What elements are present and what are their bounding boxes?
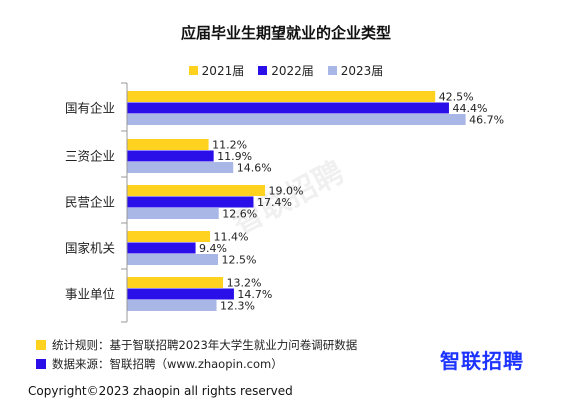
data-label: 14.6%: [237, 162, 272, 175]
data-label: 12.3%: [220, 300, 255, 313]
category-label: 三资企业: [65, 148, 115, 163]
footer-source-note: 数据来源：智联招聘（www.zhaopin.com）: [36, 356, 283, 372]
data-label: 11.9%: [217, 150, 252, 163]
chart-title: 应届毕业生期望就业的企业类型: [180, 24, 391, 42]
legend-label-2022: 2022届: [271, 64, 314, 78]
data-label: 13.2%: [227, 277, 262, 290]
legend-label-2021: 2021届: [201, 64, 245, 78]
category-label: 事业单位: [65, 286, 115, 301]
bar: [127, 102, 449, 114]
chart-legend: 2021届 2022届 2023届: [0, 62, 572, 79]
bar: [127, 242, 196, 254]
bar: [127, 208, 219, 219]
bar: [127, 196, 254, 208]
bar: [127, 277, 224, 288]
source-text: 数据来源：智联招聘（www.zhaopin.com）: [52, 357, 283, 371]
bar: [127, 185, 266, 196]
data-label: 11.4%: [214, 231, 249, 244]
data-label: 44.4%: [452, 102, 487, 115]
bar: [127, 162, 234, 173]
data-label: 17.4%: [257, 196, 292, 209]
data-label: 19.0%: [269, 185, 304, 198]
data-label: 12.6%: [222, 208, 257, 221]
data-label: 12.5%: [222, 254, 257, 267]
bar: [127, 139, 209, 150]
bar: [127, 150, 214, 162]
data-label: 14.7%: [237, 288, 272, 301]
legend-item-2021: 2021届: [188, 62, 245, 79]
data-label: 11.2%: [212, 139, 247, 152]
legend-swatch-2021: [188, 66, 198, 75]
bar: [127, 300, 217, 311]
bar: [127, 91, 436, 102]
bar: [127, 231, 211, 242]
legend-swatch-2023: [327, 66, 337, 75]
data-label: 42.5%: [439, 91, 474, 104]
legend-label-2023: 2023届: [340, 64, 384, 78]
legend-item-2022: 2022届: [258, 62, 314, 79]
footer-rule-note: 统计规则：基于智联招聘2023年大学生就业力问卷调研数据: [36, 337, 357, 353]
data-label: 46.7%: [469, 114, 504, 127]
legend-item-2023: 2023届: [327, 62, 384, 79]
brand-logo: 智联招聘: [440, 349, 524, 373]
category-label: 民营企业: [65, 194, 115, 209]
bar: [127, 254, 218, 265]
copyright-text: Copyright©2023 zhaopin all rights reserv…: [28, 384, 293, 398]
legend-swatch-2022: [258, 66, 268, 75]
data-label: 9.4%: [199, 242, 227, 255]
category-label: 国家机关: [65, 240, 115, 255]
bar: [127, 114, 466, 125]
bar: [127, 288, 234, 300]
source-key-swatch: [36, 359, 46, 369]
rule-text: 统计规则：基于智联招聘2023年大学生就业力问卷调研数据: [52, 338, 358, 352]
rule-key-swatch: [36, 340, 46, 350]
category-label: 国有企业: [65, 100, 115, 115]
